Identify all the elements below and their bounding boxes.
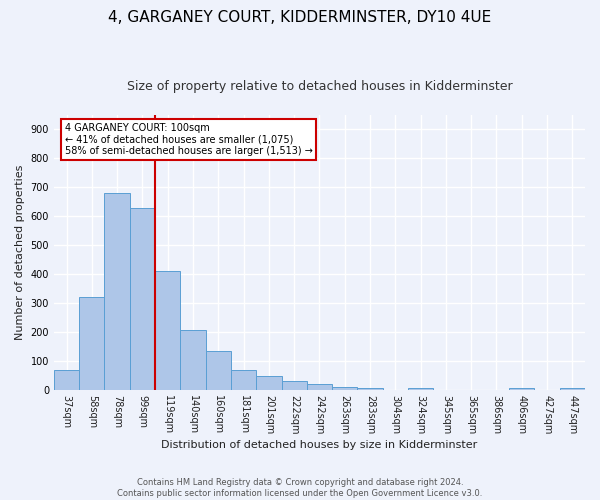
Bar bbox=[79, 298, 104, 390]
Bar bbox=[408, 388, 433, 390]
Bar bbox=[155, 272, 181, 390]
Bar bbox=[560, 388, 585, 390]
Bar bbox=[332, 386, 358, 390]
X-axis label: Distribution of detached houses by size in Kidderminster: Distribution of detached houses by size … bbox=[161, 440, 478, 450]
Bar bbox=[231, 370, 256, 390]
Y-axis label: Number of detached properties: Number of detached properties bbox=[15, 165, 25, 340]
Bar bbox=[509, 388, 535, 390]
Bar bbox=[181, 330, 206, 390]
Bar bbox=[104, 193, 130, 390]
Bar bbox=[307, 384, 332, 390]
Text: 4, GARGANEY COURT, KIDDERMINSTER, DY10 4UE: 4, GARGANEY COURT, KIDDERMINSTER, DY10 4… bbox=[109, 10, 491, 25]
Title: Size of property relative to detached houses in Kidderminster: Size of property relative to detached ho… bbox=[127, 80, 512, 93]
Text: Contains HM Land Registry data © Crown copyright and database right 2024.
Contai: Contains HM Land Registry data © Crown c… bbox=[118, 478, 482, 498]
Bar bbox=[206, 351, 231, 390]
Text: 4 GARGANEY COURT: 100sqm
← 41% of detached houses are smaller (1,075)
58% of sem: 4 GARGANEY COURT: 100sqm ← 41% of detach… bbox=[65, 124, 313, 156]
Bar bbox=[281, 380, 307, 390]
Bar bbox=[54, 370, 79, 390]
Bar bbox=[256, 376, 281, 390]
Bar bbox=[358, 388, 383, 390]
Bar bbox=[130, 208, 155, 390]
